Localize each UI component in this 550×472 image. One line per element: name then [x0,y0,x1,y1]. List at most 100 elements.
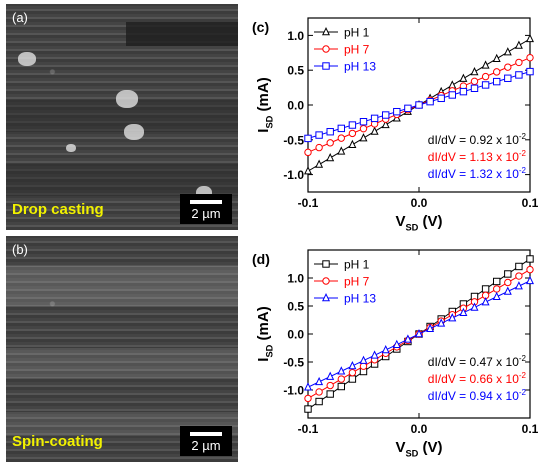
slope-annotation: dI/dV = 1.13 x 10-2 [428,149,527,164]
y-tick-label: 1.0 [287,272,304,286]
data-point [359,118,368,126]
data-point [382,111,390,119]
data-point [326,381,334,390]
data-point [348,121,357,129]
data-point [337,146,346,155]
scale-text-a: 2 µm [191,206,221,221]
data-point [426,97,434,106]
data-point [504,63,512,71]
data-point [404,104,412,113]
data-point [326,371,335,380]
y-axis-label: ISD (mA) [255,306,275,361]
y-tick-label: 1.0 [287,29,304,43]
data-point [504,270,512,278]
legend-marker [322,260,330,268]
data-point [304,134,312,143]
data-point [348,139,357,148]
data-point [304,148,312,157]
slope-annotation: dI/dV = 0.94 x 10-2 [428,388,527,403]
data-point [304,405,312,413]
data-point [315,131,323,139]
data-point [359,355,368,364]
data-point [493,77,501,86]
x-tick-label: 0.1 [522,196,539,210]
slope-annotation: dI/dV = 1.32 x 10-2 [428,166,527,181]
x-tick-label: 0.0 [411,422,428,436]
data-point [326,139,334,147]
x-tick-label: 0.0 [411,196,428,210]
data-point [526,53,534,62]
data-point [448,313,457,322]
data-point [448,80,457,89]
data-point [392,339,401,348]
legend-marker [322,62,330,70]
slope-annotation: dI/dV = 0.47 x 10-2 [428,354,527,369]
data-point [493,277,501,286]
data-point [481,72,490,81]
iv-chart-d: (d) -1.0 -0.5 0.0 0.5 1.0 -0.1 0.0 0.1 VSD (V) ISD… [252,249,539,459]
legend-label: pH 13 [344,60,376,74]
data-point [448,91,457,99]
data-point [326,390,334,398]
data-point [459,307,468,317]
data-point [337,382,345,391]
slope-annotation: dI/dV = 0.92 x 10-2 [428,132,527,147]
scale-text-b: 2 µm [191,438,221,453]
data-point [403,334,412,343]
legend-label: pH 7 [344,43,370,57]
legend-marker [322,293,330,302]
data-point [481,81,490,89]
data-point [503,286,512,295]
data-point [359,362,368,370]
data-point [370,350,379,359]
data-point [492,53,501,63]
data-point [415,329,423,338]
sem-image-spin-coating: (b) Spin-coating 2 µm [6,236,238,462]
legend-marker [322,277,330,285]
y-tick-label: 0.5 [287,64,304,78]
data-point [481,297,490,306]
data-point [470,84,479,92]
x-axis-label: VSD (V) [395,439,442,459]
y-tick-label: -0.5 [283,356,304,370]
y-tick-label: 0.5 [287,300,304,314]
data-point [381,345,390,354]
data-point [459,87,468,96]
data-point [493,68,501,76]
y-tick-label: 0.0 [287,328,304,342]
data-point [426,323,435,332]
data-point [326,152,335,162]
x-tick-label: -0.1 [298,196,319,210]
legend-label: pH 13 [344,292,376,306]
y-tick-label: -1.0 [283,168,304,182]
data-point [348,360,357,370]
data-point [470,66,479,76]
data-point [515,58,523,67]
data-point [315,159,324,168]
data-point [304,166,312,175]
y-tick-label: -1.0 [283,384,304,398]
data-point [304,382,312,391]
data-point [526,265,534,274]
panel-label-a: (a) [12,10,28,25]
data-point [514,40,523,49]
legend-label: pH 1 [344,26,370,40]
data-point [415,101,423,109]
data-point [504,74,512,82]
data-point [514,281,523,290]
y-axis-label: ISD (mA) [255,77,275,132]
data-point [337,134,346,142]
data-point [315,388,323,396]
data-point [337,375,346,383]
sem-image-drop-casting: (a) Drop casting 2 µm [6,4,238,230]
slope-annotation: dI/dV = 0.66 x 10-2 [428,371,527,386]
scale-bar-b: 2 µm [180,426,232,456]
data-point [337,124,345,133]
data-point [515,262,523,271]
data-point [492,291,501,301]
data-point [348,129,357,138]
data-point [515,71,523,79]
data-point [315,397,323,406]
data-point [481,60,490,69]
legend-label: pH 7 [344,275,370,289]
